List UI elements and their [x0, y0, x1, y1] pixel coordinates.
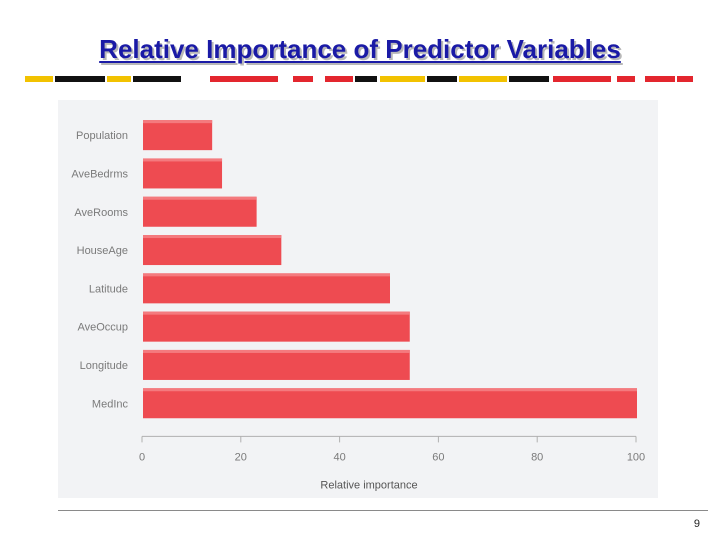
bar: [143, 120, 213, 151]
footer-divider: [58, 510, 708, 511]
category-label: AveOccup: [77, 322, 128, 334]
stripe-segment: [617, 76, 635, 82]
stripe-segment: [677, 76, 693, 82]
bar-highlight: [143, 273, 390, 277]
stripe-segment: [210, 76, 278, 82]
page-number: 9: [693, 518, 700, 530]
bar-highlight: [143, 196, 257, 200]
category-label: AveBedrms: [71, 168, 128, 180]
stripe-segment: [133, 76, 181, 82]
bar: [143, 349, 410, 380]
stripe-segment: [55, 76, 105, 82]
category-label: Population: [76, 130, 128, 142]
bar: [143, 235, 282, 266]
stripe-segment: [380, 76, 425, 82]
x-axis-label: Relative importance: [320, 479, 417, 491]
x-tick-label: 40: [333, 451, 345, 463]
bar: [143, 158, 223, 189]
bar: [143, 196, 257, 227]
bar-highlight: [143, 388, 637, 392]
stripe-segment: [509, 76, 549, 82]
bar-highlight: [143, 235, 282, 239]
x-tick-label: 20: [235, 451, 247, 463]
category-label: Longitude: [80, 360, 128, 372]
stripe-segments: [25, 76, 693, 82]
category-label: HouseAge: [77, 245, 128, 257]
category-label: MedInc: [92, 398, 129, 410]
category-label: AveRooms: [74, 207, 128, 219]
x-tick-label: 100: [627, 451, 645, 463]
bar-highlight: [143, 120, 213, 124]
stripe-segment: [325, 76, 353, 82]
stripe-segment: [107, 76, 131, 82]
stripe-segment: [355, 76, 377, 82]
x-tick-label: 60: [432, 451, 444, 463]
stripe-segment: [25, 76, 53, 82]
stripe-segment: [293, 76, 313, 82]
stripe-segment: [645, 76, 675, 82]
stripe-segment: [553, 76, 611, 82]
importance-bar-chart: 0 20 40 60 80 100 Population AveBedrms AveRooms H…: [71, 120, 645, 491]
bar-highlight: [143, 311, 410, 315]
bar: [143, 273, 390, 304]
stripe-segment: [459, 76, 507, 82]
category-label: Latitude: [89, 283, 128, 295]
slide-title: Relative Importance of Predictor Variabl…: [99, 34, 621, 64]
bar: [143, 311, 410, 342]
bar-highlight: [143, 158, 223, 162]
bar: [143, 388, 637, 419]
stripe-segment: [427, 76, 457, 82]
bar-highlight: [143, 349, 410, 353]
x-tick-label: 80: [531, 451, 543, 463]
decorative-stripe: [25, 76, 693, 82]
x-tick-label: 0: [139, 451, 145, 463]
